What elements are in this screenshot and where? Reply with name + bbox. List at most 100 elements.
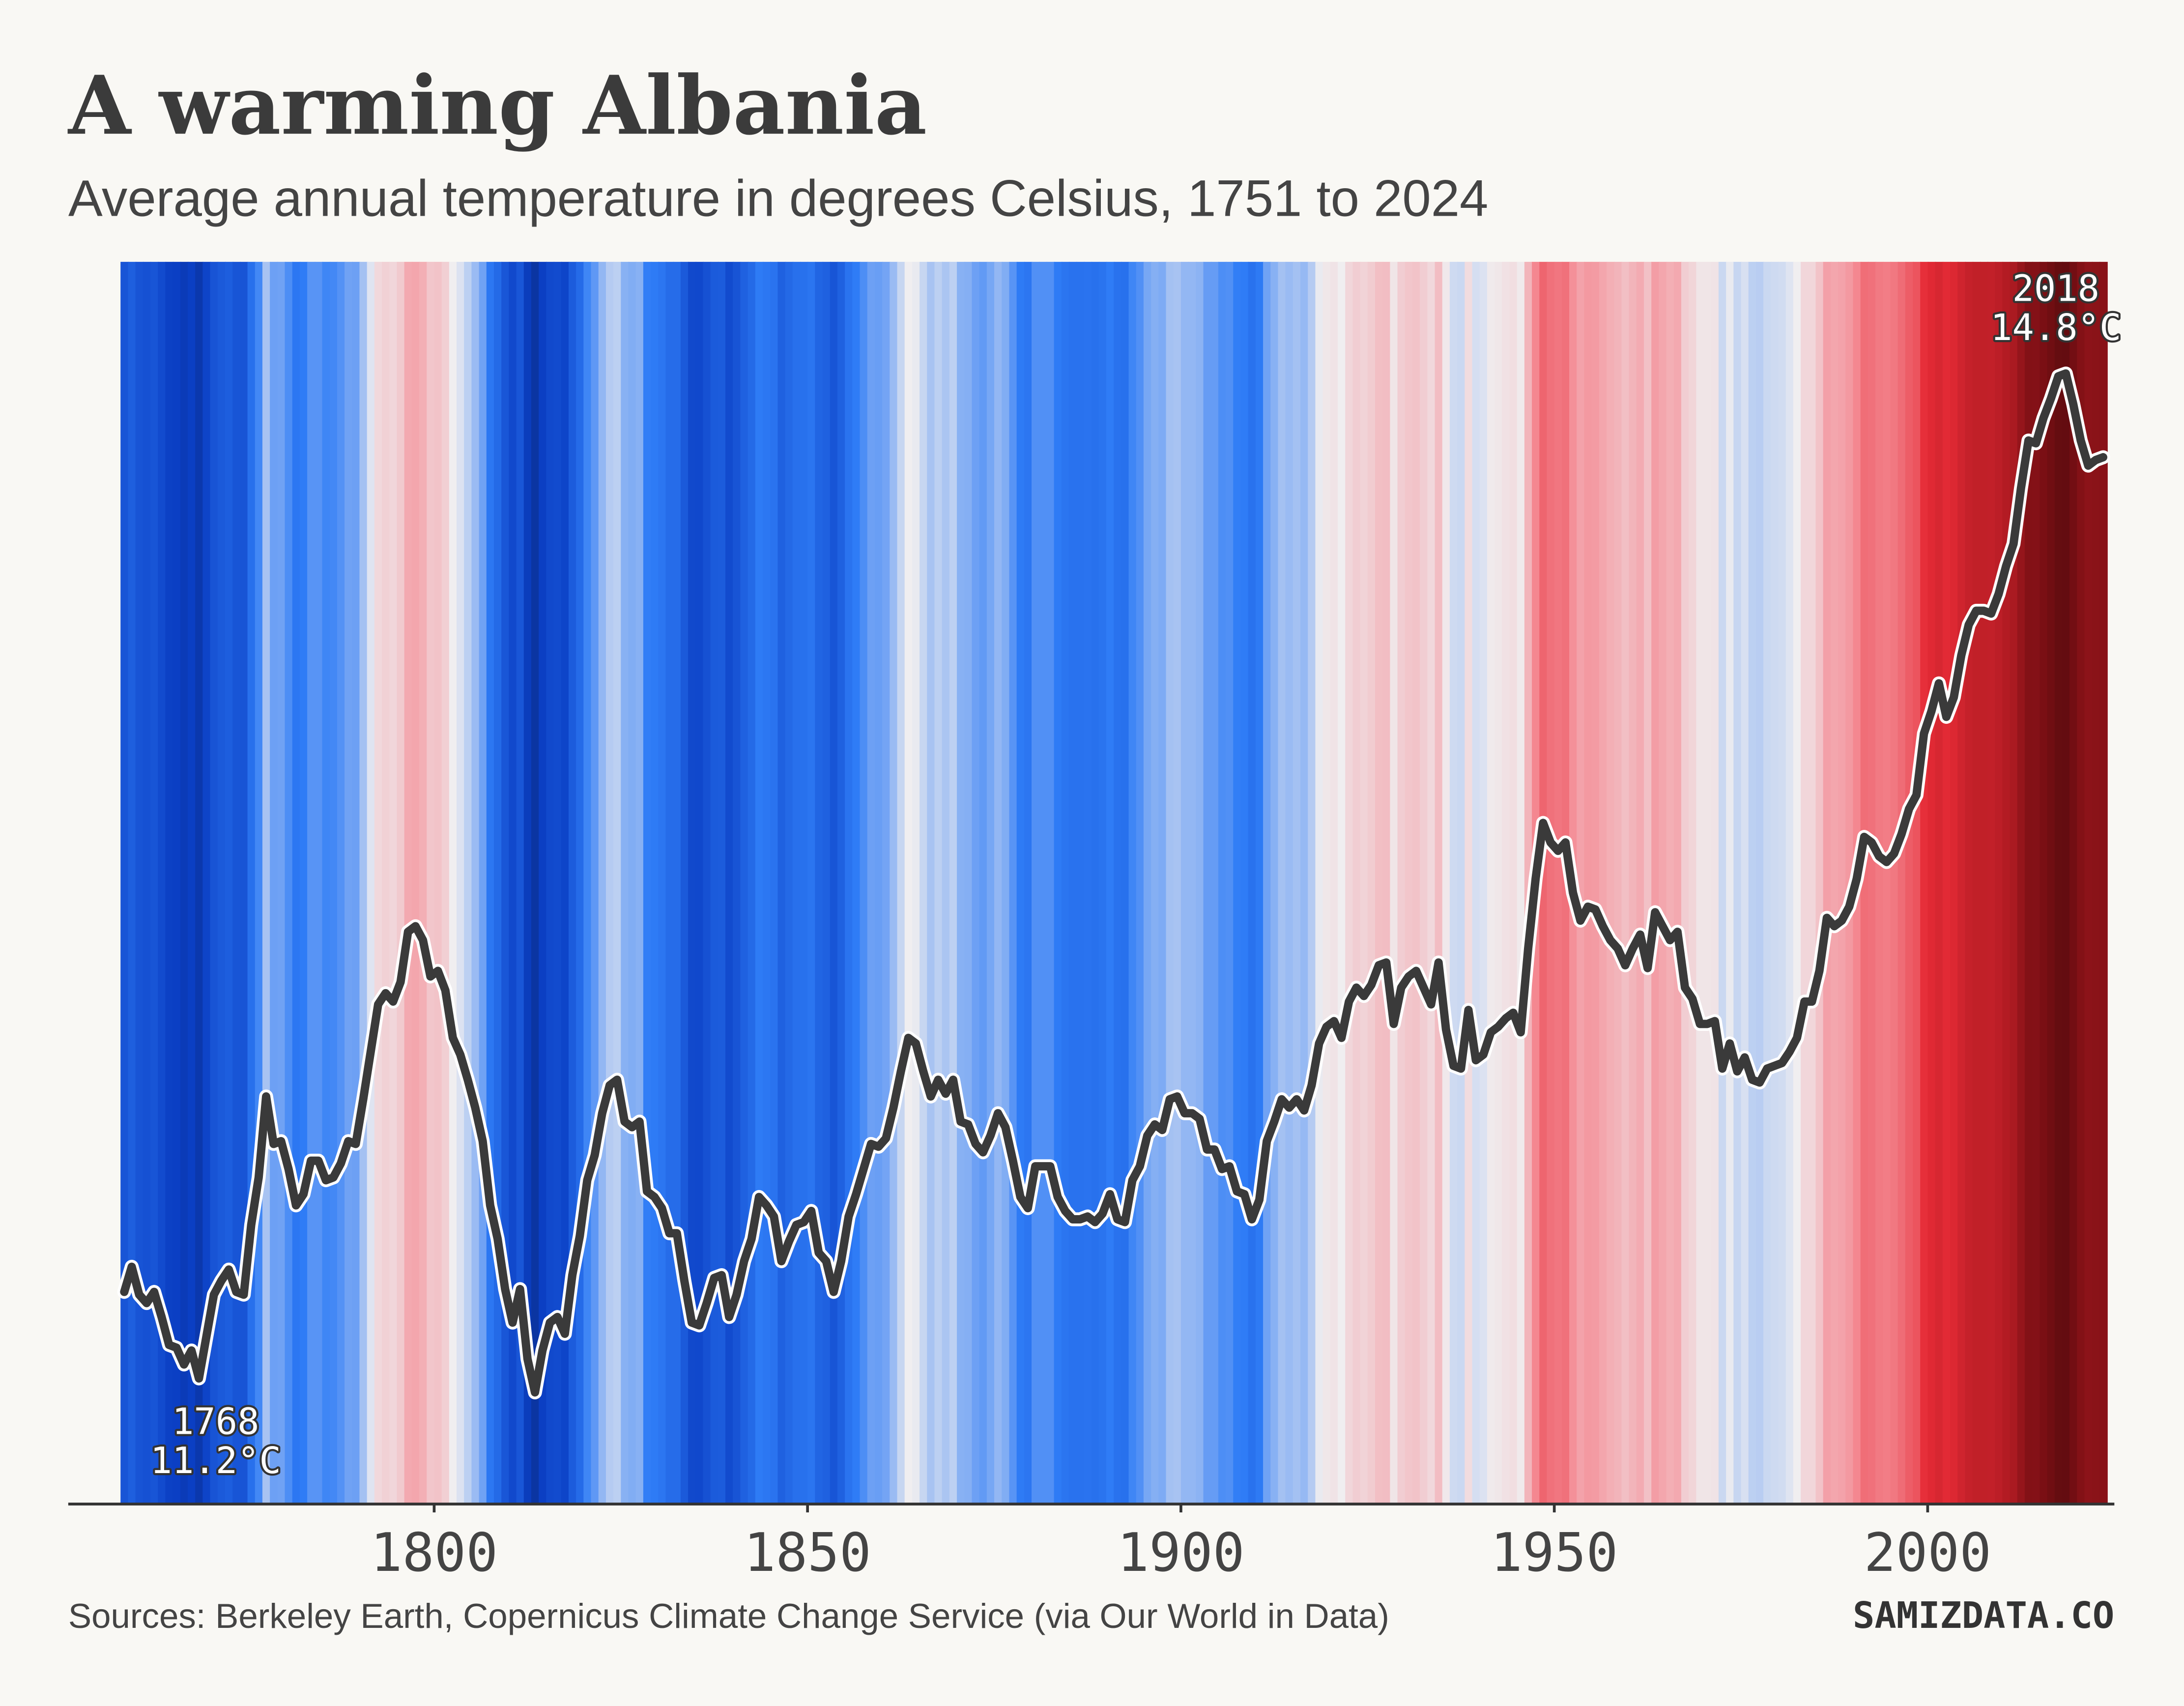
stripe bbox=[740, 261, 749, 1504]
stripe bbox=[2069, 261, 2078, 1504]
stripe bbox=[165, 261, 174, 1504]
x-ticks: 1800 1850 1900 1950 2000 bbox=[371, 1504, 1991, 1584]
stripe bbox=[1957, 261, 1966, 1504]
stripe bbox=[150, 261, 159, 1504]
stripes bbox=[120, 261, 2108, 1504]
stripe bbox=[1509, 261, 1518, 1504]
stripe bbox=[195, 261, 204, 1504]
stripe bbox=[1166, 261, 1175, 1504]
stripe bbox=[1995, 261, 2004, 1504]
stripe bbox=[2010, 261, 2018, 1504]
stripe bbox=[1502, 261, 1511, 1504]
stripe bbox=[643, 261, 652, 1504]
stripe bbox=[1278, 261, 1287, 1504]
stripe bbox=[1629, 261, 1638, 1504]
stripe bbox=[1338, 261, 1346, 1504]
stripe bbox=[1599, 261, 1608, 1504]
stripe bbox=[1860, 261, 1869, 1504]
stripe bbox=[411, 261, 420, 1504]
stripe bbox=[964, 261, 973, 1504]
stripe bbox=[1785, 261, 1794, 1504]
stripe bbox=[1121, 261, 1130, 1504]
stripe bbox=[591, 261, 600, 1504]
stripe bbox=[800, 261, 808, 1504]
stripe bbox=[897, 261, 906, 1504]
stripe bbox=[815, 261, 824, 1504]
stripe bbox=[2099, 261, 2108, 1504]
stripe bbox=[1397, 261, 1406, 1504]
stripe bbox=[1621, 261, 1630, 1504]
stripe bbox=[427, 261, 435, 1504]
stripe bbox=[1703, 261, 1712, 1504]
stripe bbox=[486, 261, 495, 1504]
stripe bbox=[763, 261, 771, 1504]
stripe bbox=[359, 261, 368, 1504]
stripe bbox=[1240, 261, 1249, 1504]
stripe bbox=[651, 261, 659, 1504]
stripe bbox=[1218, 261, 1227, 1504]
stripe bbox=[389, 261, 398, 1504]
stripe bbox=[352, 261, 361, 1504]
stripe bbox=[2040, 261, 2048, 1504]
stripe bbox=[516, 261, 525, 1504]
stripe bbox=[187, 261, 196, 1504]
stripe bbox=[217, 261, 226, 1504]
stripe bbox=[1942, 261, 1951, 1504]
stripe bbox=[1032, 261, 1040, 1504]
stripe bbox=[1322, 261, 1331, 1504]
stripe bbox=[1308, 261, 1317, 1504]
stripe bbox=[1098, 261, 1107, 1504]
stripe bbox=[397, 261, 405, 1504]
stripe bbox=[1591, 261, 1600, 1504]
stripe bbox=[247, 261, 256, 1504]
stripe bbox=[1136, 261, 1145, 1504]
stripe bbox=[172, 261, 181, 1504]
stripe bbox=[457, 261, 465, 1504]
stripe bbox=[1681, 261, 1690, 1504]
stripe bbox=[539, 261, 547, 1504]
stripe bbox=[845, 261, 854, 1504]
stripe bbox=[277, 261, 286, 1504]
stripe bbox=[404, 261, 413, 1504]
stripe bbox=[1009, 261, 1018, 1504]
stripe bbox=[1920, 261, 1929, 1504]
stripe bbox=[434, 261, 443, 1504]
stripe bbox=[1539, 261, 1548, 1504]
stripe bbox=[2062, 261, 2070, 1504]
stripe bbox=[1927, 261, 1936, 1504]
chart-title: A warming Albania bbox=[67, 58, 927, 153]
stripe bbox=[1002, 261, 1010, 1504]
stripe bbox=[561, 261, 570, 1504]
stripe bbox=[1666, 261, 1675, 1504]
stripe bbox=[292, 261, 301, 1504]
stripe bbox=[1935, 261, 1944, 1504]
stripe bbox=[1039, 261, 1048, 1504]
stripe bbox=[553, 261, 562, 1504]
annotation-label: 1768 bbox=[172, 1401, 259, 1443]
stripe bbox=[531, 261, 540, 1504]
stripe bbox=[270, 261, 279, 1504]
stripe bbox=[1188, 261, 1197, 1504]
stripe bbox=[307, 261, 316, 1504]
stripe bbox=[1487, 261, 1495, 1504]
stripe bbox=[135, 261, 144, 1504]
stripe bbox=[680, 261, 689, 1504]
stripe bbox=[2054, 261, 2063, 1504]
stripe bbox=[718, 261, 726, 1504]
stripe bbox=[695, 261, 704, 1504]
stripe bbox=[1345, 261, 1354, 1504]
stripe bbox=[1980, 261, 1988, 1504]
stripe bbox=[942, 261, 950, 1504]
stripe bbox=[2017, 261, 2026, 1504]
stripe bbox=[464, 261, 473, 1504]
stripe bbox=[1689, 261, 1697, 1504]
stripe bbox=[635, 261, 644, 1504]
stripe bbox=[240, 261, 249, 1504]
stripe bbox=[493, 261, 502, 1504]
stripe bbox=[1554, 261, 1563, 1504]
stripe bbox=[1584, 261, 1593, 1504]
stripe bbox=[613, 261, 622, 1504]
stripe bbox=[1763, 261, 1772, 1504]
